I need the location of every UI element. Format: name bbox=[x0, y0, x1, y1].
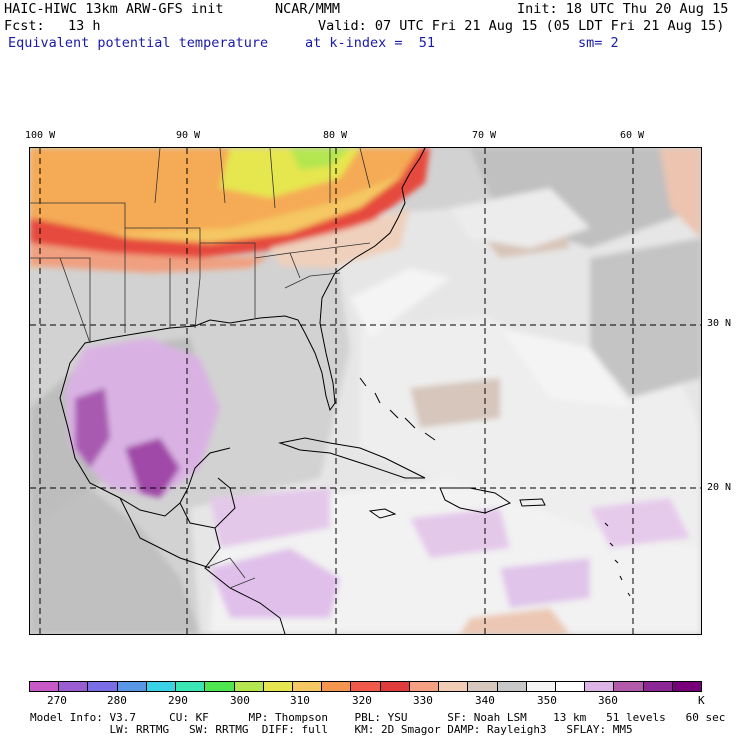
puerto-rico-outline bbox=[519, 498, 546, 507]
lon-label-100w: 100 W bbox=[25, 130, 56, 141]
colorbar-swatch bbox=[146, 682, 177, 691]
map-canvas bbox=[30, 147, 701, 635]
org-label: NCAR/MMM bbox=[275, 1, 341, 17]
colorbar-label-320: 320 bbox=[352, 694, 372, 707]
lat-label-20n: 20 N bbox=[707, 482, 732, 493]
colorbar-swatch bbox=[59, 682, 89, 691]
coastlines bbox=[30, 147, 631, 635]
colorbar-swatch bbox=[409, 682, 440, 691]
cuba-outline bbox=[278, 437, 426, 479]
colorbar-swatch bbox=[439, 682, 469, 691]
init-time: Init: 18 UTC Thu 20 Aug 15 bbox=[517, 1, 729, 17]
colorbar-label-290: 290 bbox=[168, 694, 188, 707]
colorbar-swatch bbox=[468, 682, 498, 691]
colorbar-label-330: 330 bbox=[413, 694, 433, 707]
colorbar-label-350: 350 bbox=[537, 694, 557, 707]
lon-label-90w: 90 W bbox=[176, 130, 201, 141]
colorbar-unit: K bbox=[698, 694, 705, 707]
lon-label-80w: 80 W bbox=[323, 130, 348, 141]
colorbar-swatch bbox=[176, 682, 206, 691]
mexico-pacific-coast bbox=[119, 497, 211, 569]
colorbar-swatch bbox=[672, 682, 702, 691]
forecast-hour: 13 h bbox=[68, 18, 101, 34]
colorbar-swatch bbox=[351, 682, 381, 691]
colorbar-swatch bbox=[234, 682, 264, 691]
colorbar-label-310: 310 bbox=[290, 694, 310, 707]
colorbar-label-280: 280 bbox=[107, 694, 127, 707]
model-info-line-1: Model Info: V3.7 CU: KF MP: Thompson PBL… bbox=[30, 711, 726, 724]
colorbar-swatch bbox=[555, 682, 586, 691]
colorbar-label-300: 300 bbox=[230, 694, 250, 707]
hispaniola-outline bbox=[439, 487, 512, 514]
colorbar-swatch bbox=[292, 682, 323, 691]
colorbar-swatch bbox=[497, 682, 527, 691]
lesser-antilles bbox=[604, 522, 631, 597]
colorbar-swatch bbox=[322, 682, 352, 691]
colorbar-label-270: 270 bbox=[47, 694, 67, 707]
valid-time: Valid: 07 UTC Fri 21 Aug 15 (05 LDT Fri … bbox=[318, 18, 725, 34]
theta-e-field bbox=[30, 148, 701, 634]
bahamas-outline bbox=[359, 377, 436, 441]
lon-label-60w: 60 W bbox=[620, 130, 645, 141]
smoothing-label: sm= 2 bbox=[578, 35, 619, 51]
level-label: at k-index = 51 bbox=[305, 35, 436, 51]
lat-label-30n: 30 N bbox=[707, 318, 732, 329]
jamaica-outline bbox=[368, 508, 397, 519]
colorbar-swatch bbox=[205, 682, 235, 691]
model-info-line-2: LW: RRTMG SW: RRTMG DIFF: full KM: 2D Sm… bbox=[30, 723, 633, 736]
colorbar-swatch bbox=[526, 682, 556, 691]
colorbar-swatch bbox=[88, 682, 118, 691]
mexico-coastline bbox=[59, 397, 231, 517]
colorbar-swatch bbox=[585, 682, 615, 691]
field-name: Equivalent potential temperature bbox=[8, 35, 269, 51]
colorbar-label-340: 340 bbox=[475, 694, 495, 707]
map-panel bbox=[29, 147, 702, 635]
forecast-label: Fcst: bbox=[4, 18, 45, 34]
colorbar-swatch bbox=[30, 682, 60, 691]
colorbar bbox=[29, 681, 702, 692]
us-coastline bbox=[59, 147, 426, 412]
lon-label-70w: 70 W bbox=[472, 130, 497, 141]
lat-lon-grid bbox=[30, 148, 701, 634]
country-borders bbox=[59, 257, 256, 589]
colorbar-swatch bbox=[614, 682, 644, 691]
model-title: HAIC-HIWC 13km ARW-GFS init bbox=[4, 1, 224, 17]
colorbar-swatch bbox=[380, 682, 410, 691]
colorbar-swatch bbox=[117, 682, 147, 691]
colorbar-swatch bbox=[263, 682, 293, 691]
colorbar-swatch bbox=[643, 682, 673, 691]
colorbar-label-360: 360 bbox=[598, 694, 618, 707]
state-borders bbox=[30, 147, 371, 343]
